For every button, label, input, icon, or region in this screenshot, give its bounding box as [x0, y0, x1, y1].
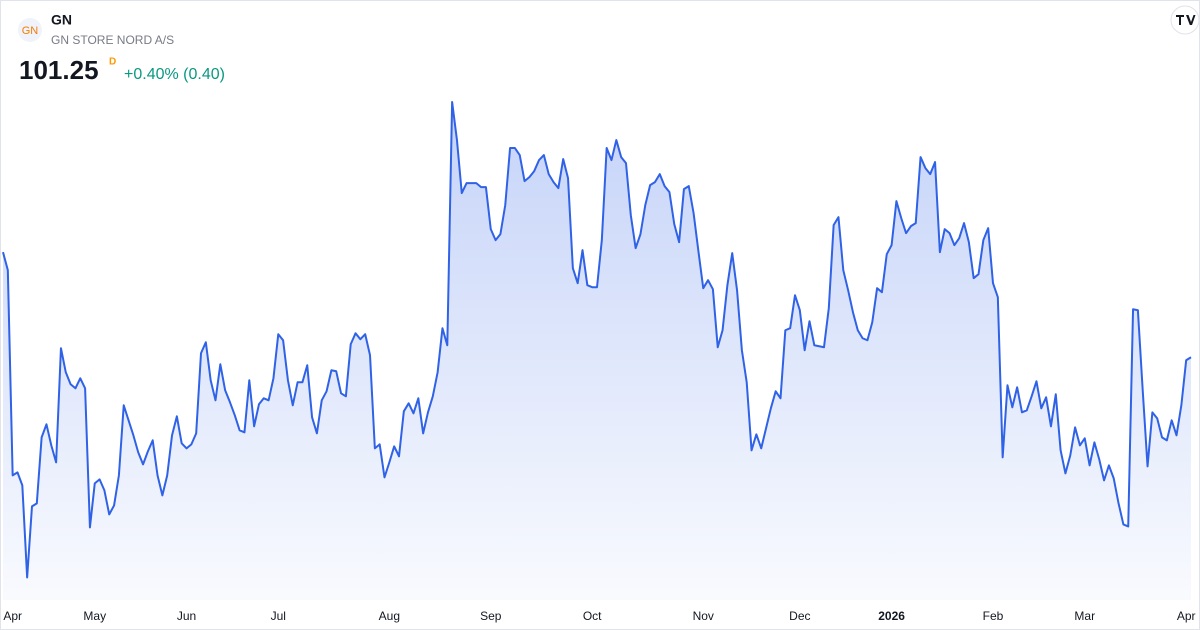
x-tick-label: Oct: [583, 609, 602, 623]
price: 101.25: [19, 55, 99, 85]
tv-logo: [1170, 5, 1200, 35]
price-change: +0.40% (0.40): [124, 66, 225, 83]
x-tick-label: Jul: [271, 609, 286, 623]
x-tick-label: Sep: [480, 609, 502, 623]
x-tick-label: May: [83, 609, 106, 623]
x-tick-label: Nov: [693, 609, 714, 623]
logo-badge: [18, 18, 42, 42]
logo-text: GN: [22, 25, 39, 37]
x-tick-label: Mar: [1074, 609, 1095, 623]
plot-area: [2, 101, 1192, 600]
x-tick-label: Aug: [379, 609, 400, 623]
x-tick-label: Dec: [789, 609, 810, 623]
x-tick-label: 2026: [878, 609, 905, 623]
x-tick-label: Apr: [1177, 609, 1196, 623]
session-flag: D: [109, 57, 116, 68]
x-tick-label: Feb: [983, 609, 1004, 623]
price-line: [2, 101, 1192, 579]
x-tick-label: Jun: [177, 609, 196, 623]
symbol: GN: [51, 12, 72, 28]
x-tick-label: Apr: [3, 609, 22, 623]
company-name: GN STORE NORD A/S: [51, 33, 174, 47]
